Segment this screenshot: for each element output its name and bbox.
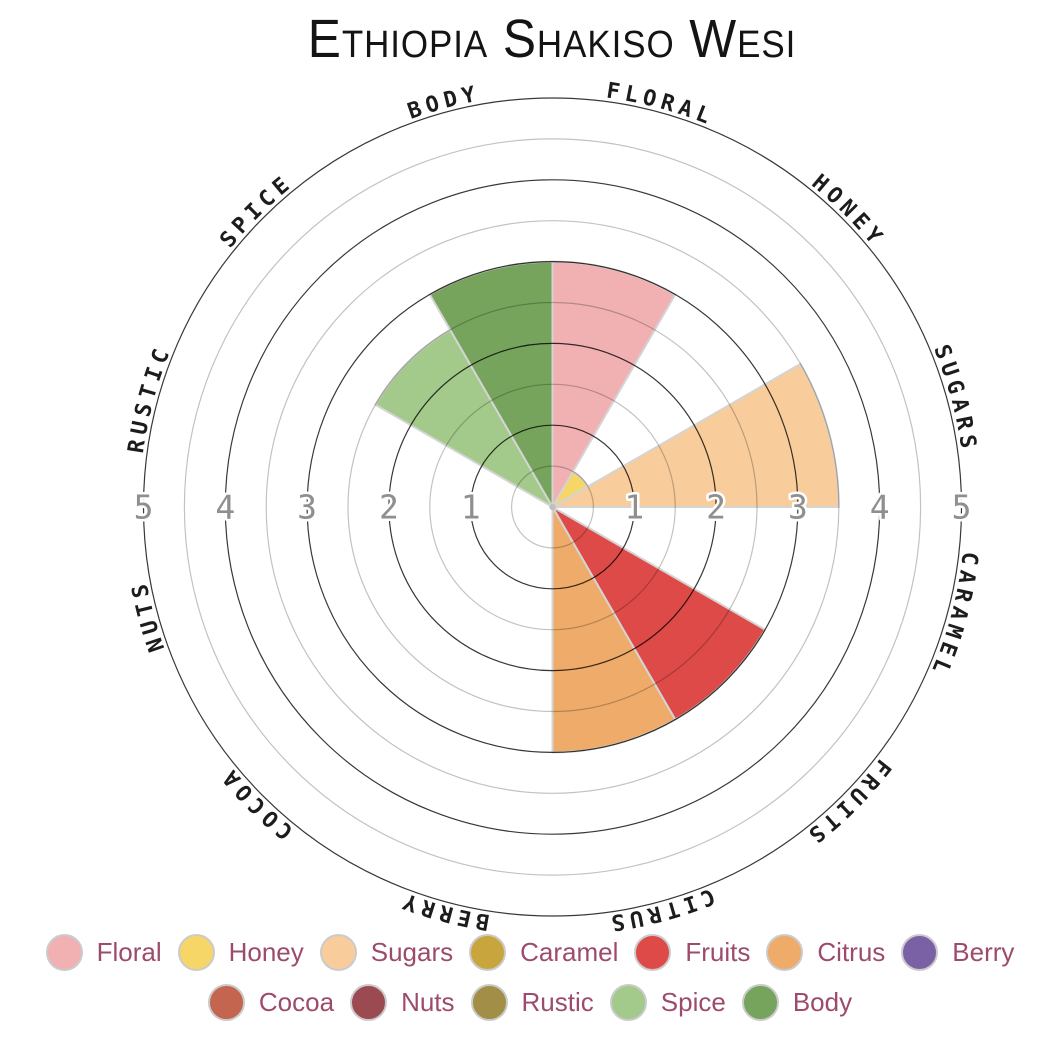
category-label-caramel: Caramel bbox=[925, 550, 982, 681]
legend-item-body: Body bbox=[741, 983, 853, 1021]
legend-item-rustic: Rustic bbox=[470, 983, 594, 1021]
tick-right-2: 2 bbox=[706, 488, 726, 527]
grid-ring-major bbox=[142, 97, 963, 917]
grid-ring-minor bbox=[347, 301, 758, 713]
legend-item-nuts: Nuts bbox=[350, 983, 455, 1021]
category-label-floral: Floral bbox=[605, 79, 718, 132]
category-label-rustic: Rustic bbox=[124, 341, 177, 454]
category-label-spice: Spice bbox=[215, 170, 298, 253]
category-label-sugars: Sugars bbox=[928, 341, 981, 454]
legend-item-sugars: Sugars bbox=[319, 933, 454, 971]
legend-label: Rustic bbox=[521, 986, 594, 1017]
legend-item-berry: Berry bbox=[901, 933, 1015, 971]
legend-label: Honey bbox=[228, 936, 304, 967]
chart-title: Ethiopia Shakiso Wesi bbox=[307, 9, 797, 69]
grid-ring-major bbox=[224, 179, 881, 835]
legend-item-caramel: Caramel bbox=[469, 933, 619, 971]
legend-label: Floral bbox=[96, 936, 162, 967]
legend-swatch-berry bbox=[901, 933, 939, 971]
legend-swatch-fruits bbox=[634, 933, 672, 971]
tick-left-4: 4 bbox=[215, 488, 235, 527]
center-dot bbox=[549, 503, 556, 511]
tick-right-4: 4 bbox=[870, 488, 890, 527]
legend-item-citrus: Citrus bbox=[766, 933, 886, 971]
legend-swatch-spice bbox=[609, 983, 647, 1021]
tick-right-5: 5 bbox=[952, 488, 972, 527]
legend: Floral Honey Sugars Caramel Fruits Citrus Berr… bbox=[0, 932, 1060, 1032]
legend-swatch-floral bbox=[45, 933, 83, 971]
wedge-spice bbox=[374, 328, 554, 508]
grid-ring-minor bbox=[511, 465, 595, 549]
legend-label: Fruits bbox=[685, 936, 751, 967]
legend-row-1: Floral Honey Sugars Caramel Fruits Citrus Berr… bbox=[0, 932, 1060, 972]
legend-label: Caramel bbox=[520, 936, 619, 967]
legend-label: Spice bbox=[660, 986, 726, 1017]
legend-item-floral: Floral bbox=[45, 933, 162, 971]
radial-tick-labels: 1 1 2 2 3 3 4 4 5 5 bbox=[131, 485, 974, 529]
legend-swatch-sugars bbox=[319, 933, 357, 971]
legend-label: Sugars bbox=[370, 936, 454, 967]
grid-ring-major bbox=[470, 424, 635, 590]
category-label-nuts: Nuts bbox=[127, 577, 170, 655]
tick-right-3: 3 bbox=[788, 488, 808, 527]
legend-item-fruits: Fruits bbox=[634, 933, 751, 971]
legend-label: Berry bbox=[952, 936, 1015, 967]
category-label-fruits: Fruits bbox=[800, 754, 896, 850]
tick-left-3: 3 bbox=[297, 488, 317, 527]
legend-swatch-citrus bbox=[766, 933, 804, 971]
polar-grid bbox=[142, 97, 963, 917]
category-label-body: Body bbox=[405, 81, 483, 124]
wedge-sugars bbox=[551, 362, 840, 508]
grid-ring-minor bbox=[183, 138, 922, 876]
legend-swatch-cocoa bbox=[207, 983, 245, 1021]
legend-swatch-caramel bbox=[469, 933, 507, 971]
category-label-cocoa: Cocoa bbox=[215, 761, 298, 844]
legend-label: Body bbox=[792, 986, 853, 1017]
tick-right-1: 1 bbox=[624, 488, 644, 527]
legend-swatch-rustic bbox=[470, 983, 508, 1021]
legend-swatch-nuts bbox=[350, 983, 388, 1021]
grid-ring-major bbox=[388, 342, 717, 672]
grid-ring-minor bbox=[429, 383, 676, 631]
category-label-berry: Berry bbox=[396, 886, 492, 934]
legend-swatch-honey bbox=[177, 933, 215, 971]
tick-left-1: 1 bbox=[461, 488, 481, 527]
tick-left-5: 5 bbox=[134, 488, 154, 527]
legend-label: Citrus bbox=[817, 936, 886, 967]
legend-row-2: Cocoa Nuts Rustic Spice Body bbox=[0, 982, 1060, 1022]
wedges bbox=[374, 260, 840, 754]
legend-item-spice: Spice bbox=[609, 983, 726, 1021]
legend-item-honey: Honey bbox=[177, 933, 304, 971]
tick-left-2: 2 bbox=[379, 488, 399, 527]
grid-ring-major bbox=[306, 261, 799, 753]
legend-label: Nuts bbox=[401, 986, 455, 1017]
legend-swatch-body bbox=[741, 983, 779, 1021]
category-label-honey: Honey bbox=[807, 170, 890, 253]
legend-item-cocoa: Cocoa bbox=[207, 983, 335, 1021]
legend-label: Cocoa bbox=[258, 986, 335, 1017]
grid-ring-minor bbox=[265, 220, 840, 794]
category-label-citrus: Citrus bbox=[605, 883, 718, 936]
